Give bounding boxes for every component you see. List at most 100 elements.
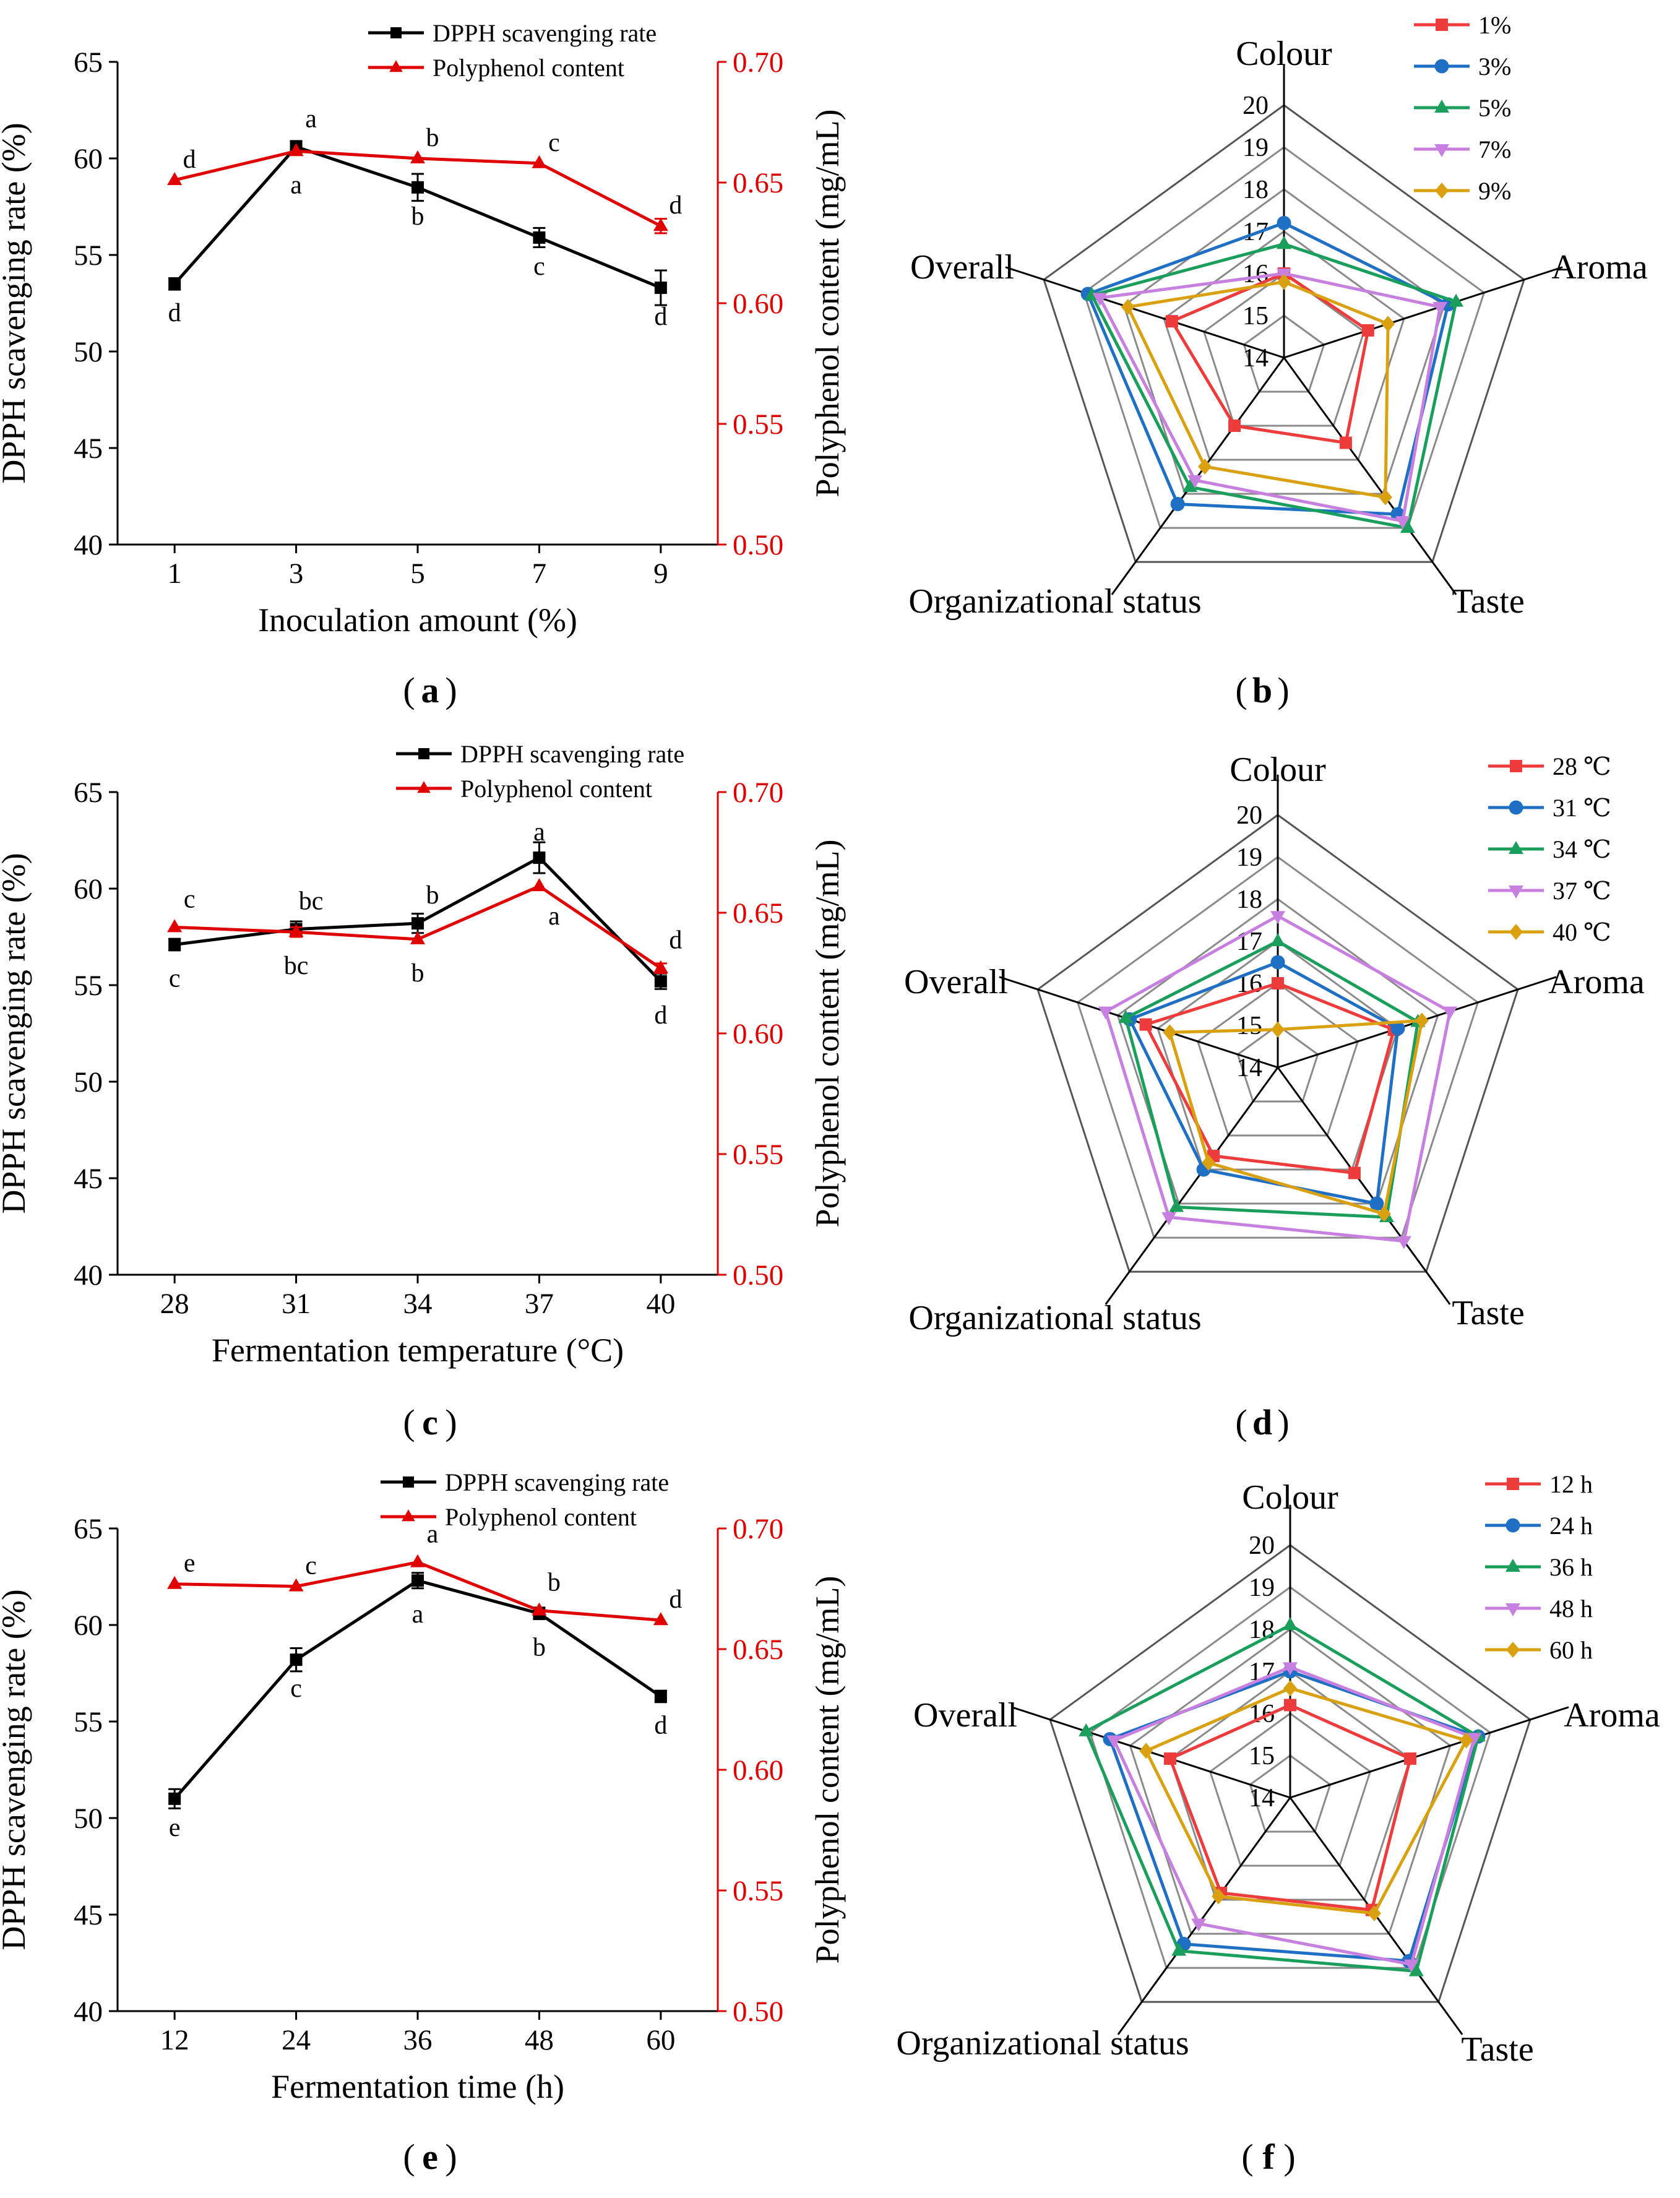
radar-tick-label: 19 <box>1243 134 1269 162</box>
y-tick-label: 55 <box>74 970 103 1002</box>
y-tick-label: 40 <box>74 1996 103 2028</box>
legend-label: 37 ℃ <box>1553 877 1611 905</box>
data-point <box>168 1792 181 1805</box>
radar-data-point <box>1198 459 1212 475</box>
y-tick-label: 55 <box>74 239 103 272</box>
radar-axis-label: Colour <box>1230 751 1326 789</box>
radar-grid-ring <box>1243 314 1325 393</box>
radar-series-line <box>1083 1623 1480 1973</box>
data-point <box>290 1653 303 1666</box>
radar-data-point <box>1442 1006 1458 1020</box>
radar-data-point <box>1139 1018 1152 1031</box>
legend-marker <box>390 27 402 38</box>
y-tick-label: 50 <box>74 336 103 368</box>
data-point <box>653 1612 668 1626</box>
y2-tick-label: 0.50 <box>733 529 783 561</box>
data-point <box>288 1578 304 1592</box>
radar-axis-label: Taste <box>1461 2030 1533 2069</box>
radar-axis-label: Aroma <box>1548 963 1645 1001</box>
legend-label: Polyphenol content <box>445 1503 637 1531</box>
radar-grid-ring <box>1122 188 1445 495</box>
radar-spoke <box>1005 266 1285 359</box>
legend-marker <box>1506 1642 1520 1658</box>
radar-series-line <box>1168 1019 1424 1216</box>
legend-marker <box>1509 886 1523 899</box>
radar-series-line <box>1108 1670 1481 1963</box>
significance-label: bc <box>284 952 309 980</box>
y-tick-label: 65 <box>74 1513 103 1545</box>
radar-data-point <box>1449 293 1464 307</box>
radar-data-point <box>1182 479 1198 493</box>
radar-data-point <box>1163 1752 1176 1765</box>
x-tick-label: 40 <box>646 1288 675 1320</box>
radar-data-point <box>1377 1205 1391 1222</box>
legend-label: 24 h <box>1549 1512 1593 1540</box>
significance-label: c <box>290 1674 302 1703</box>
caption-b: (b) <box>1235 670 1289 710</box>
x-tick-label: 7 <box>532 558 547 590</box>
y2-tick-label: 0.55 <box>733 408 783 441</box>
radar-axis-label: Colour <box>1236 35 1332 73</box>
caption-letter: b <box>1252 670 1272 710</box>
radar-data-point <box>1270 955 1285 970</box>
radar-data-point <box>1339 436 1352 449</box>
radar-data-point <box>1161 1212 1177 1226</box>
legend-label: 3% <box>1478 53 1511 80</box>
radar-data-point <box>1283 1680 1297 1697</box>
radar-data-point <box>1404 1752 1417 1765</box>
radar-series-line <box>1112 1665 1476 1967</box>
radar-chart-d: 14151617181920ColourAromaTasteOrganizati… <box>904 751 1645 1442</box>
caption-letter: d <box>1252 1402 1272 1442</box>
x-tick-label: 12 <box>160 2024 189 2056</box>
radar-data-point <box>1187 475 1203 489</box>
caption-open-paren: ( <box>403 2137 415 2177</box>
legend-label: 34 ℃ <box>1553 835 1611 863</box>
radar-tick-label: 20 <box>1236 801 1262 830</box>
radar-axis-label: Taste <box>1452 1294 1524 1332</box>
significance-label: b <box>411 202 424 231</box>
legend-marker <box>1434 144 1449 157</box>
significance-label: d <box>669 191 682 220</box>
y-tick-label: 40 <box>74 1259 103 1291</box>
radar-spoke <box>1283 357 1457 595</box>
x-axis-title: Inoculation amount (%) <box>258 601 577 639</box>
radar-series-line <box>1124 939 1420 1219</box>
caption-d: (d) <box>1235 1402 1289 1442</box>
x-tick-label: 37 <box>525 1288 554 1320</box>
y2-axis-title: Polyphenol content (mg/mL) <box>809 840 846 1228</box>
legend-label: 5% <box>1478 94 1511 122</box>
radar-data-point <box>1369 1196 1384 1211</box>
radar-data-point <box>1270 911 1285 924</box>
radar-data-point <box>1272 977 1284 989</box>
x-tick-label: 1 <box>167 558 182 590</box>
radar-tick-label: 14 <box>1249 1784 1275 1812</box>
significance-label: a <box>548 902 560 931</box>
caption-open-paren: ( <box>1241 2137 1253 2177</box>
legend-label: 36 h <box>1549 1553 1593 1581</box>
caption-open-paren: ( <box>403 670 415 710</box>
significance-label: b <box>533 1633 546 1661</box>
data-point <box>168 277 181 290</box>
caption-open-paren: ( <box>1235 1402 1247 1442</box>
legend-label: Polyphenol content <box>460 775 652 803</box>
x-tick-label: 36 <box>403 2024 433 2056</box>
x-tick-label: 24 <box>282 2024 311 2056</box>
significance-label: d <box>654 1001 667 1030</box>
radar-series-line <box>1168 1703 1412 1912</box>
radar-grid-ring <box>1043 104 1525 563</box>
caption-open-paren: ( <box>403 1402 415 1442</box>
radar-series-line <box>1089 242 1458 530</box>
radar-spoke <box>1105 1067 1279 1305</box>
legend-label: 40 ℃ <box>1553 918 1611 946</box>
line-chart-e: 12 24 36 48 60 40 45 50 55 60 65 0.50 0.55 0.60 0.65 0.… <box>0 1468 846 2177</box>
legend-label: 12 h <box>1549 1470 1593 1498</box>
caption-close-paren: ) <box>445 2137 457 2177</box>
data-point <box>410 1554 425 1567</box>
radar-data-point <box>1092 293 1108 306</box>
y-tick-label: 65 <box>74 777 103 809</box>
radar-spoke <box>1283 266 1563 359</box>
radar-data-point <box>1390 1021 1405 1036</box>
significance-label: b <box>548 1569 561 1597</box>
caption-letter: c <box>422 1402 438 1442</box>
